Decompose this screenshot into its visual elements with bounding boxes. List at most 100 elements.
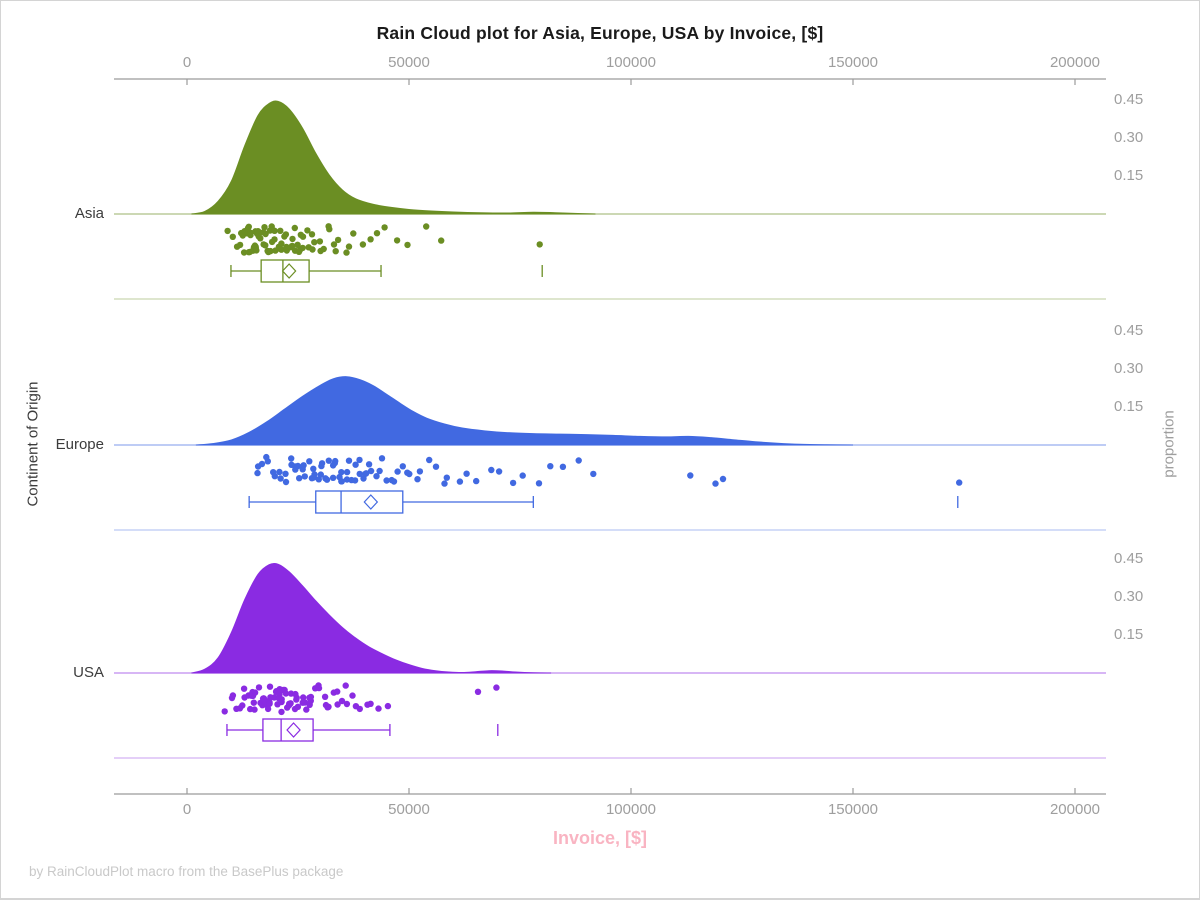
rain-point — [687, 472, 694, 479]
rain-point — [367, 236, 374, 243]
rain-point — [271, 227, 278, 234]
density-area-usa — [191, 562, 552, 674]
box-europe — [315, 490, 404, 514]
rain-point — [299, 233, 307, 240]
rain-point — [229, 692, 237, 699]
rain-point — [276, 468, 283, 476]
x-tick-label-bottom-50000: 50000 — [388, 801, 430, 818]
rain-point — [309, 246, 316, 253]
rain-point — [719, 475, 727, 483]
rain-point — [590, 470, 597, 478]
rain-point — [315, 684, 323, 692]
footer-note: by RainCloudPlot macro from the BasePlus… — [29, 864, 344, 879]
rain-point — [547, 463, 554, 470]
rain-point — [338, 469, 345, 476]
rain-point — [406, 470, 413, 478]
rain-point — [236, 241, 244, 249]
rain-point — [306, 458, 313, 465]
rain-point — [350, 230, 357, 237]
rain-point — [294, 703, 302, 710]
rain-point — [356, 705, 363, 713]
rain-point — [536, 241, 543, 248]
rain-point — [394, 468, 401, 475]
rain-point — [456, 478, 464, 485]
rain-point — [311, 471, 318, 478]
x-tick-label-top-200000: 200000 — [1049, 54, 1101, 71]
rain-point — [229, 233, 236, 240]
rain-point — [432, 463, 440, 470]
rain-point — [381, 224, 388, 231]
rain-point — [253, 247, 260, 254]
rain-point — [343, 468, 351, 476]
rain-point — [251, 689, 259, 696]
rain-point — [329, 474, 337, 481]
rain-point — [493, 684, 500, 691]
x-tick-label-bottom-150000: 150000 — [827, 801, 879, 818]
rain-point — [535, 480, 543, 487]
rain-point — [277, 475, 284, 482]
rain-point — [278, 240, 285, 247]
rain-point — [325, 457, 332, 464]
rain-point — [321, 693, 329, 700]
rain-point — [289, 242, 296, 250]
rain-point — [282, 231, 290, 238]
rain-point — [308, 231, 316, 238]
rain-point — [416, 468, 424, 475]
rain-point — [414, 476, 421, 483]
rain-point — [332, 457, 339, 465]
rain-point — [426, 456, 433, 464]
rain-point — [310, 465, 317, 472]
rain-point — [356, 456, 363, 464]
rain-point — [367, 467, 375, 475]
rain-point — [317, 471, 324, 478]
strip-points-asia — [224, 223, 543, 256]
x-tick-label-bottom-0: 0 — [182, 801, 192, 818]
rain-point — [375, 705, 382, 712]
rain-point — [326, 226, 333, 233]
rain-point — [294, 241, 301, 248]
rain-point — [250, 699, 257, 706]
strip-points-europe — [254, 453, 963, 487]
density-area-asia — [191, 100, 596, 215]
proportion-tick-label-usa: 0.45 — [1114, 550, 1144, 567]
density-area-europe — [195, 376, 854, 446]
x-axis-title: Invoice, [$] — [552, 828, 648, 848]
rain-point — [365, 461, 373, 468]
rain-point — [301, 699, 309, 706]
proportion-tick-label-usa: 0.15 — [1114, 626, 1144, 643]
rain-point — [323, 476, 331, 483]
rain-point — [262, 230, 269, 238]
rain-point — [286, 700, 293, 707]
rain-point — [488, 466, 495, 474]
rain-point — [240, 249, 248, 256]
rain-point — [311, 239, 318, 246]
rain-point — [383, 477, 390, 484]
rain-point — [956, 479, 963, 486]
mean-diamond-europe — [363, 494, 379, 510]
rain-point — [300, 462, 307, 469]
rain-point — [278, 708, 285, 716]
rain-point — [288, 455, 295, 462]
rain-point — [266, 700, 273, 707]
rain-point — [307, 697, 314, 704]
rain-point — [351, 477, 359, 484]
rain-point — [332, 248, 339, 255]
rain-point — [330, 241, 338, 248]
rain-point — [356, 470, 363, 478]
proportion-tick-label-europe: 0.45 — [1114, 322, 1144, 339]
proportion-tick-label-asia: 0.45 — [1114, 91, 1144, 108]
proportion-tick-label-asia: 0.15 — [1114, 167, 1144, 184]
rain-point — [289, 235, 296, 243]
rain-point — [367, 700, 374, 707]
rain-point — [362, 470, 369, 478]
rain-point — [393, 237, 401, 244]
rain-point — [301, 473, 308, 480]
proportion-tick-label-usa: 0.30 — [1114, 588, 1144, 605]
rain-point — [299, 244, 306, 252]
rain-point — [303, 706, 310, 713]
rain-point — [282, 690, 290, 697]
rain-point — [575, 457, 582, 464]
rain-point — [423, 223, 430, 230]
rain-point — [278, 698, 285, 706]
